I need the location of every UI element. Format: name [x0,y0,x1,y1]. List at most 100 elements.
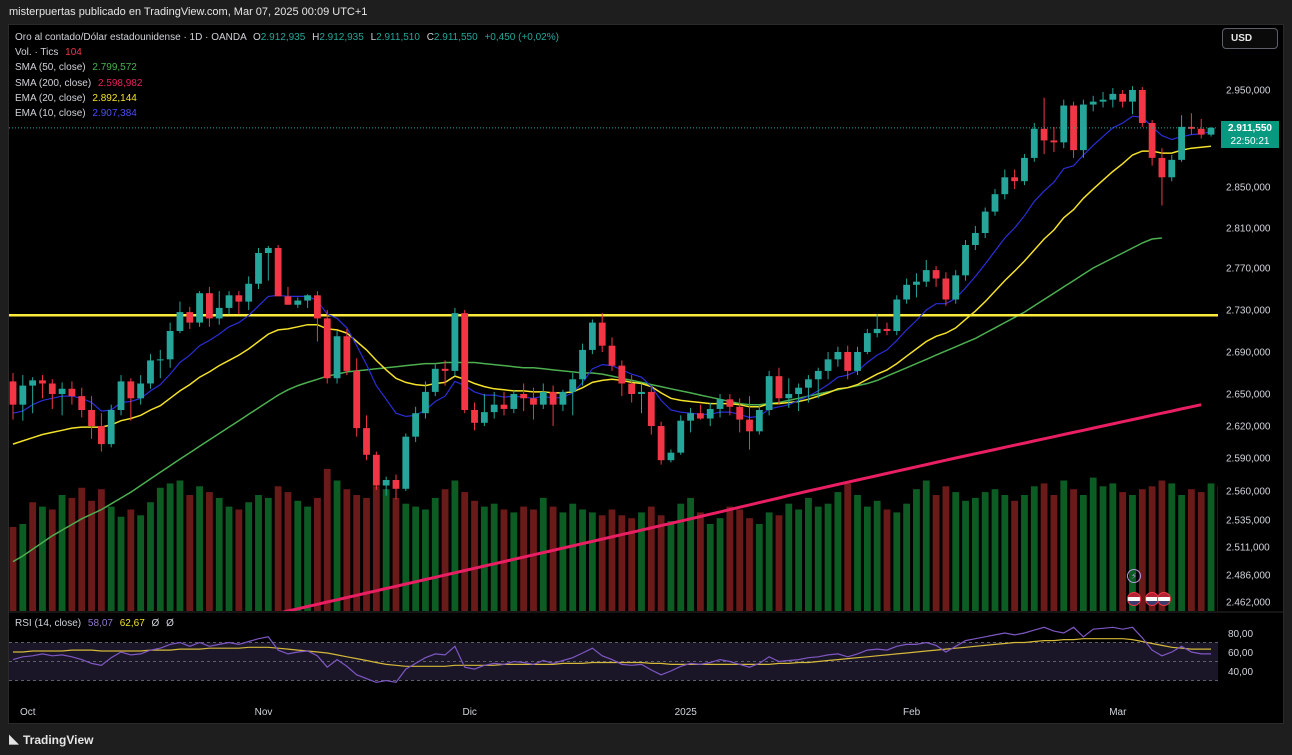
legend-ema10-row[interactable]: EMA (10, close) 2.907,384 [15,106,559,121]
price-axis-label: 2.850,000 [1226,183,1271,194]
candle-body [1119,93,1127,102]
volume-bar [628,518,636,611]
legend-sma50-row[interactable]: SMA (50, close) 2.799,572 [15,60,559,75]
candle-body [480,412,488,423]
candle-body [608,345,616,366]
candle-body [1011,177,1019,182]
volume-bar [588,512,596,611]
volume-label: Vol. · Tics [15,47,59,59]
volume-bar [235,509,243,611]
us-flag-icon[interactable] [1127,592,1141,606]
candle-body [107,410,115,445]
volume-bar [618,515,626,611]
legend-symbol-row[interactable]: Oro al contado/Dólar estadounidense · 1D… [15,30,559,45]
price-axis-label: 2.950,000 [1226,86,1271,97]
volume-bar [647,506,655,611]
volume-bar [314,497,321,611]
candle-body [1138,90,1146,123]
volume-bar [706,524,714,611]
legend-volume-row[interactable]: Vol. · Tics 104 [15,45,559,60]
candle-body [137,383,145,399]
ema10-line [12,115,1212,419]
legend-sma200-row[interactable]: SMA (200, close) 2.598,982 [15,76,559,91]
candle-body [932,270,940,279]
candle-body [903,284,911,300]
candle-body [490,404,498,413]
volume-bar [775,515,783,611]
candle-body [264,248,272,253]
publish-header: misterpuertas publicado en TradingView.c… [9,6,368,18]
volume-bar [39,506,46,611]
candle-body [78,396,86,410]
alert-bolt-icon[interactable]: ⚡ [1127,569,1141,583]
volume-bar [805,497,812,611]
ohlc-high: 2.912,935 [319,32,364,43]
volume-bar [137,515,145,611]
volume-bar [19,524,27,611]
candle-body [422,391,429,414]
volume-bar [166,483,174,611]
candle-body [166,331,174,360]
volume-bar [392,497,400,611]
volume-bar [127,509,135,611]
candle-body [314,295,321,319]
candle-body [559,391,567,405]
candle-body [1148,122,1156,158]
volume-bar [1050,495,1058,611]
volume-bar [1158,480,1166,611]
candle-body [962,245,969,276]
candle-body [1030,128,1038,158]
volume-bar [736,509,744,611]
volume-bar [844,483,852,611]
candle-body [697,413,704,419]
candle-body [88,410,95,426]
rsi-extra-1: Ø [151,618,160,629]
candle-body [981,211,989,233]
tradingview-logo-icon: ◣ [9,732,19,747]
volume-bar [765,512,773,611]
candle-body [569,379,577,392]
ema20-line [12,145,1212,445]
candle-body [863,333,871,352]
candle-body [971,233,979,245]
candle-body [1040,128,1048,141]
volume-bar [431,497,439,611]
volume-bar [549,506,557,611]
candle-body [844,352,852,371]
volume-bar [952,492,960,611]
volume-bar [883,509,891,611]
candle-body [402,436,410,489]
volume-bar [88,500,95,611]
candle-body [284,296,292,305]
legend-ema20-row[interactable]: EMA (20, close) 2.892,144 [15,91,559,106]
volume-bar [382,489,390,611]
volume-bar [569,503,577,611]
volume-bar [9,526,17,611]
candle-body [255,253,262,284]
volume-bar [667,521,675,611]
ohlc-close-label: C [426,32,434,43]
time-axis-label: Mar [1109,707,1127,718]
candle-body [147,360,154,384]
candle-body [176,312,184,331]
candle-body [343,336,351,371]
candle-body [353,370,361,429]
volume-bar [343,489,351,611]
volume-bar [677,503,685,611]
ohlc-open-label: O [253,32,261,43]
volume-bar [156,487,164,611]
volume-bar [402,503,410,611]
candle-body [294,300,302,305]
volume-bar [215,497,223,611]
volume-bar [58,495,66,611]
candle-body [539,391,547,405]
volume-bar [206,492,213,611]
candle-body [952,275,960,300]
currency-button[interactable]: USD [1222,28,1278,49]
volume-bar [1129,495,1136,611]
us-flag-icon[interactable] [1157,592,1171,606]
candle-body [657,426,665,461]
rsi-legend[interactable]: RSI (14, close) 58,07 62,67 Ø Ø [15,618,174,629]
ohlc-high-label: H [312,32,320,43]
